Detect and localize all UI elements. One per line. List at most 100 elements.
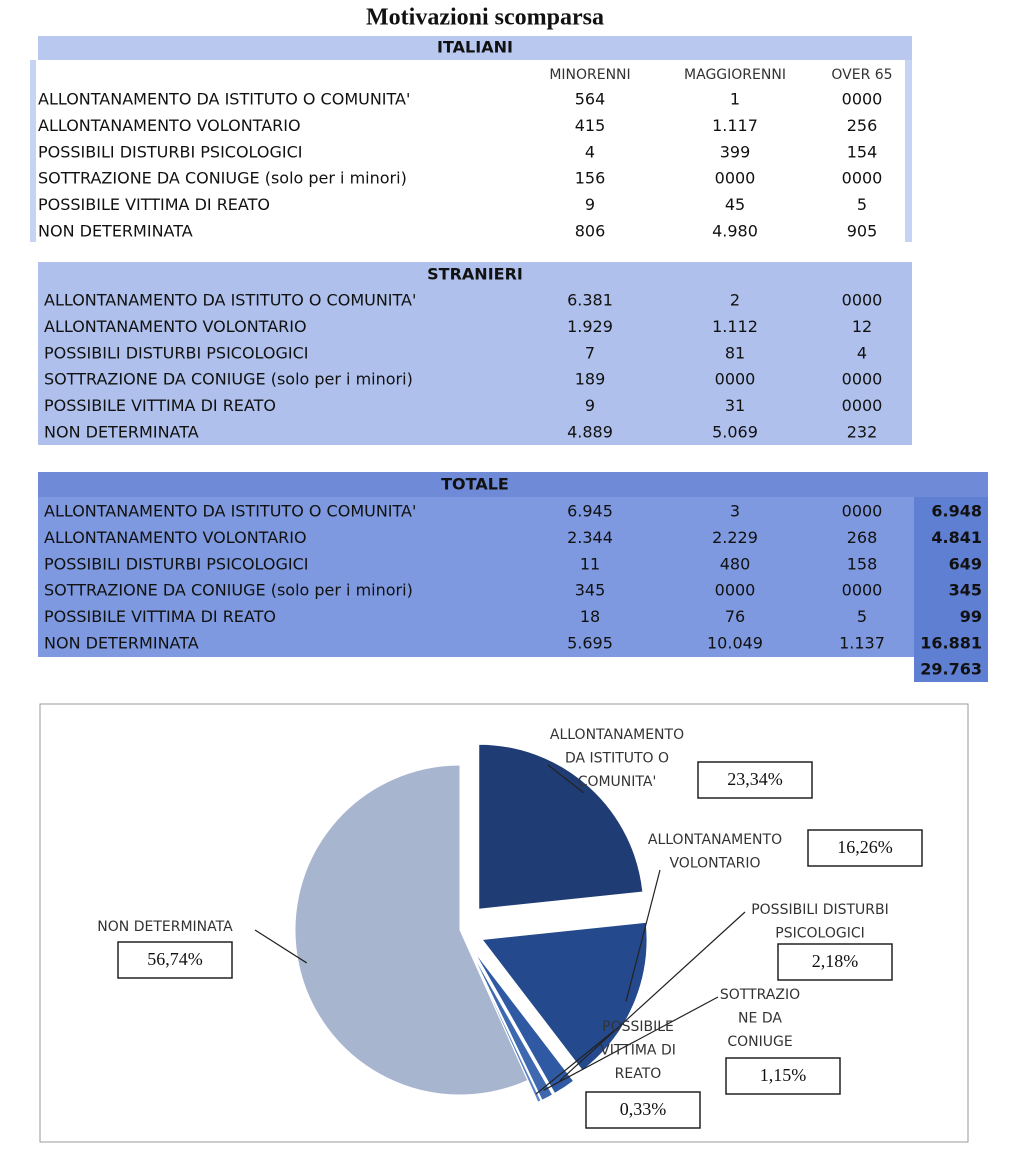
page-title: Motivazioni scomparsa	[366, 5, 604, 31]
cell: 5.695	[567, 634, 613, 653]
leader-line	[543, 996, 719, 1091]
cell: 4.841	[931, 528, 982, 547]
cell: 1.117	[712, 116, 758, 135]
row-label: ALLONTANAMENTO VOLONTARIO	[44, 528, 307, 547]
section-title: TOTALE	[441, 475, 509, 494]
cell: 2	[730, 291, 740, 310]
slice-label: ALLONTANAMENTO VOLONTARIO	[648, 832, 782, 872]
cell: 158	[847, 554, 878, 573]
cell: 345	[575, 581, 606, 600]
row-label: POSSIBILI DISTURBI PSICOLOGICI	[44, 554, 309, 573]
italiani-border	[30, 60, 36, 242]
row-label: SOTTRAZIONE DA CONIUGE (solo per i minor…	[38, 169, 407, 188]
italiani-band	[38, 36, 912, 60]
value-box	[807, 829, 923, 867]
cell: 480	[720, 554, 751, 573]
cell: 16.881	[920, 634, 982, 653]
totals-column	[914, 497, 988, 682]
totale-box	[38, 472, 988, 657]
value-label: 2,18%	[812, 951, 859, 971]
cell: 564	[575, 90, 606, 109]
cell: 10.049	[707, 634, 763, 653]
row-label: POSSIBILE VITTIMA DI REATO	[38, 195, 270, 214]
leader-line	[547, 764, 585, 794]
leader-line	[254, 929, 308, 964]
cell: 6.948	[931, 502, 982, 521]
row-label: SOTTRAZIONE DA CONIUGE (solo per i minor…	[44, 581, 413, 600]
row-label: ALLONTANAMENTO DA ISTITUTO O COMUNITA'	[44, 502, 416, 521]
row-label: POSSIBILI DISTURBI PSICOLOGICI	[44, 343, 309, 362]
cell: 1	[730, 90, 740, 109]
cell: 11	[580, 554, 600, 573]
cell: 256	[847, 116, 878, 135]
cell: 45	[725, 195, 745, 214]
cell: 1.112	[712, 317, 758, 336]
pie-slice	[294, 764, 529, 1096]
cell: 0000	[842, 581, 883, 600]
cell: 2.344	[567, 528, 613, 547]
cell: 31	[725, 396, 745, 415]
value-box	[725, 1057, 841, 1095]
grand-total: 29.763	[920, 660, 982, 679]
cell: 9	[585, 396, 595, 415]
cell: 9	[585, 195, 595, 214]
column-header: MINORENNI	[549, 67, 630, 83]
slice-label: POSSIBILI DISTURBI PSICOLOGICI	[751, 902, 889, 942]
cell: 1.929	[567, 317, 613, 336]
row-label: POSSIBILE VITTIMA DI REATO	[44, 396, 276, 415]
row-label: ALLONTANAMENTO DA ISTITUTO O COMUNITA'	[38, 90, 410, 109]
value-label: 56,74%	[147, 949, 203, 969]
slice-label: ALLONTANAMENTO DA ISTITUTO O COMUNITA'	[550, 727, 684, 790]
column-header: OVER 65	[831, 67, 892, 83]
cell: 5	[857, 607, 867, 626]
value-box	[777, 943, 893, 981]
cell: 0000	[842, 291, 883, 310]
cell: 649	[949, 554, 982, 573]
cell: 18	[580, 607, 600, 626]
leader-line	[559, 911, 746, 1082]
cell: 3	[730, 502, 740, 521]
cell: 4.980	[712, 222, 758, 241]
cell: 5	[857, 195, 867, 214]
italiani-border	[905, 60, 912, 242]
cell: 268	[847, 528, 878, 547]
cell: 232	[847, 423, 878, 442]
pie-slice	[478, 743, 644, 910]
row-label: ALLONTANAMENTO DA ISTITUTO O COMUNITA'	[44, 291, 416, 310]
value-label: 23,34%	[727, 769, 783, 789]
value-label: 1,15%	[760, 1065, 807, 1085]
cell: 12	[852, 317, 872, 336]
slice-label: NON DETERMINATA	[97, 919, 233, 935]
cell: 5.069	[712, 423, 758, 442]
cell: 99	[960, 607, 982, 626]
cell: 6.381	[567, 291, 613, 310]
cell: 7	[585, 343, 595, 362]
row-label: NON DETERMINATA	[44, 634, 199, 653]
value-label: 16,26%	[837, 837, 893, 857]
cell: 4.889	[567, 423, 613, 442]
section-title: STRANIERI	[427, 265, 523, 284]
row-label: NON DETERMINATA	[44, 423, 199, 442]
cell: 345	[949, 581, 982, 600]
cell: 0000	[842, 502, 883, 521]
cell: 0000	[842, 370, 883, 389]
slice-label: SOTTRAZIO NE DA CONIUGE	[720, 987, 800, 1050]
slice-label: POSSIBILE VITTIMA DI REATO	[600, 1019, 676, 1082]
cell: 806	[575, 222, 606, 241]
value-label: 0,33%	[620, 1099, 667, 1119]
row-label: POSSIBILI DISTURBI PSICOLOGICI	[38, 142, 303, 161]
cell: 0000	[715, 581, 756, 600]
pie-slice	[470, 951, 554, 1101]
cell: 6.945	[567, 502, 613, 521]
cell: 0000	[715, 169, 756, 188]
pie-slice	[472, 949, 575, 1095]
cell: 2.229	[712, 528, 758, 547]
cell: 81	[725, 343, 745, 362]
cell: 0000	[842, 396, 883, 415]
cell: 0000	[842, 90, 883, 109]
cell: 4	[585, 142, 595, 161]
pie-slice	[469, 951, 542, 1103]
leader-line	[625, 869, 661, 1002]
value-box	[585, 1091, 701, 1129]
